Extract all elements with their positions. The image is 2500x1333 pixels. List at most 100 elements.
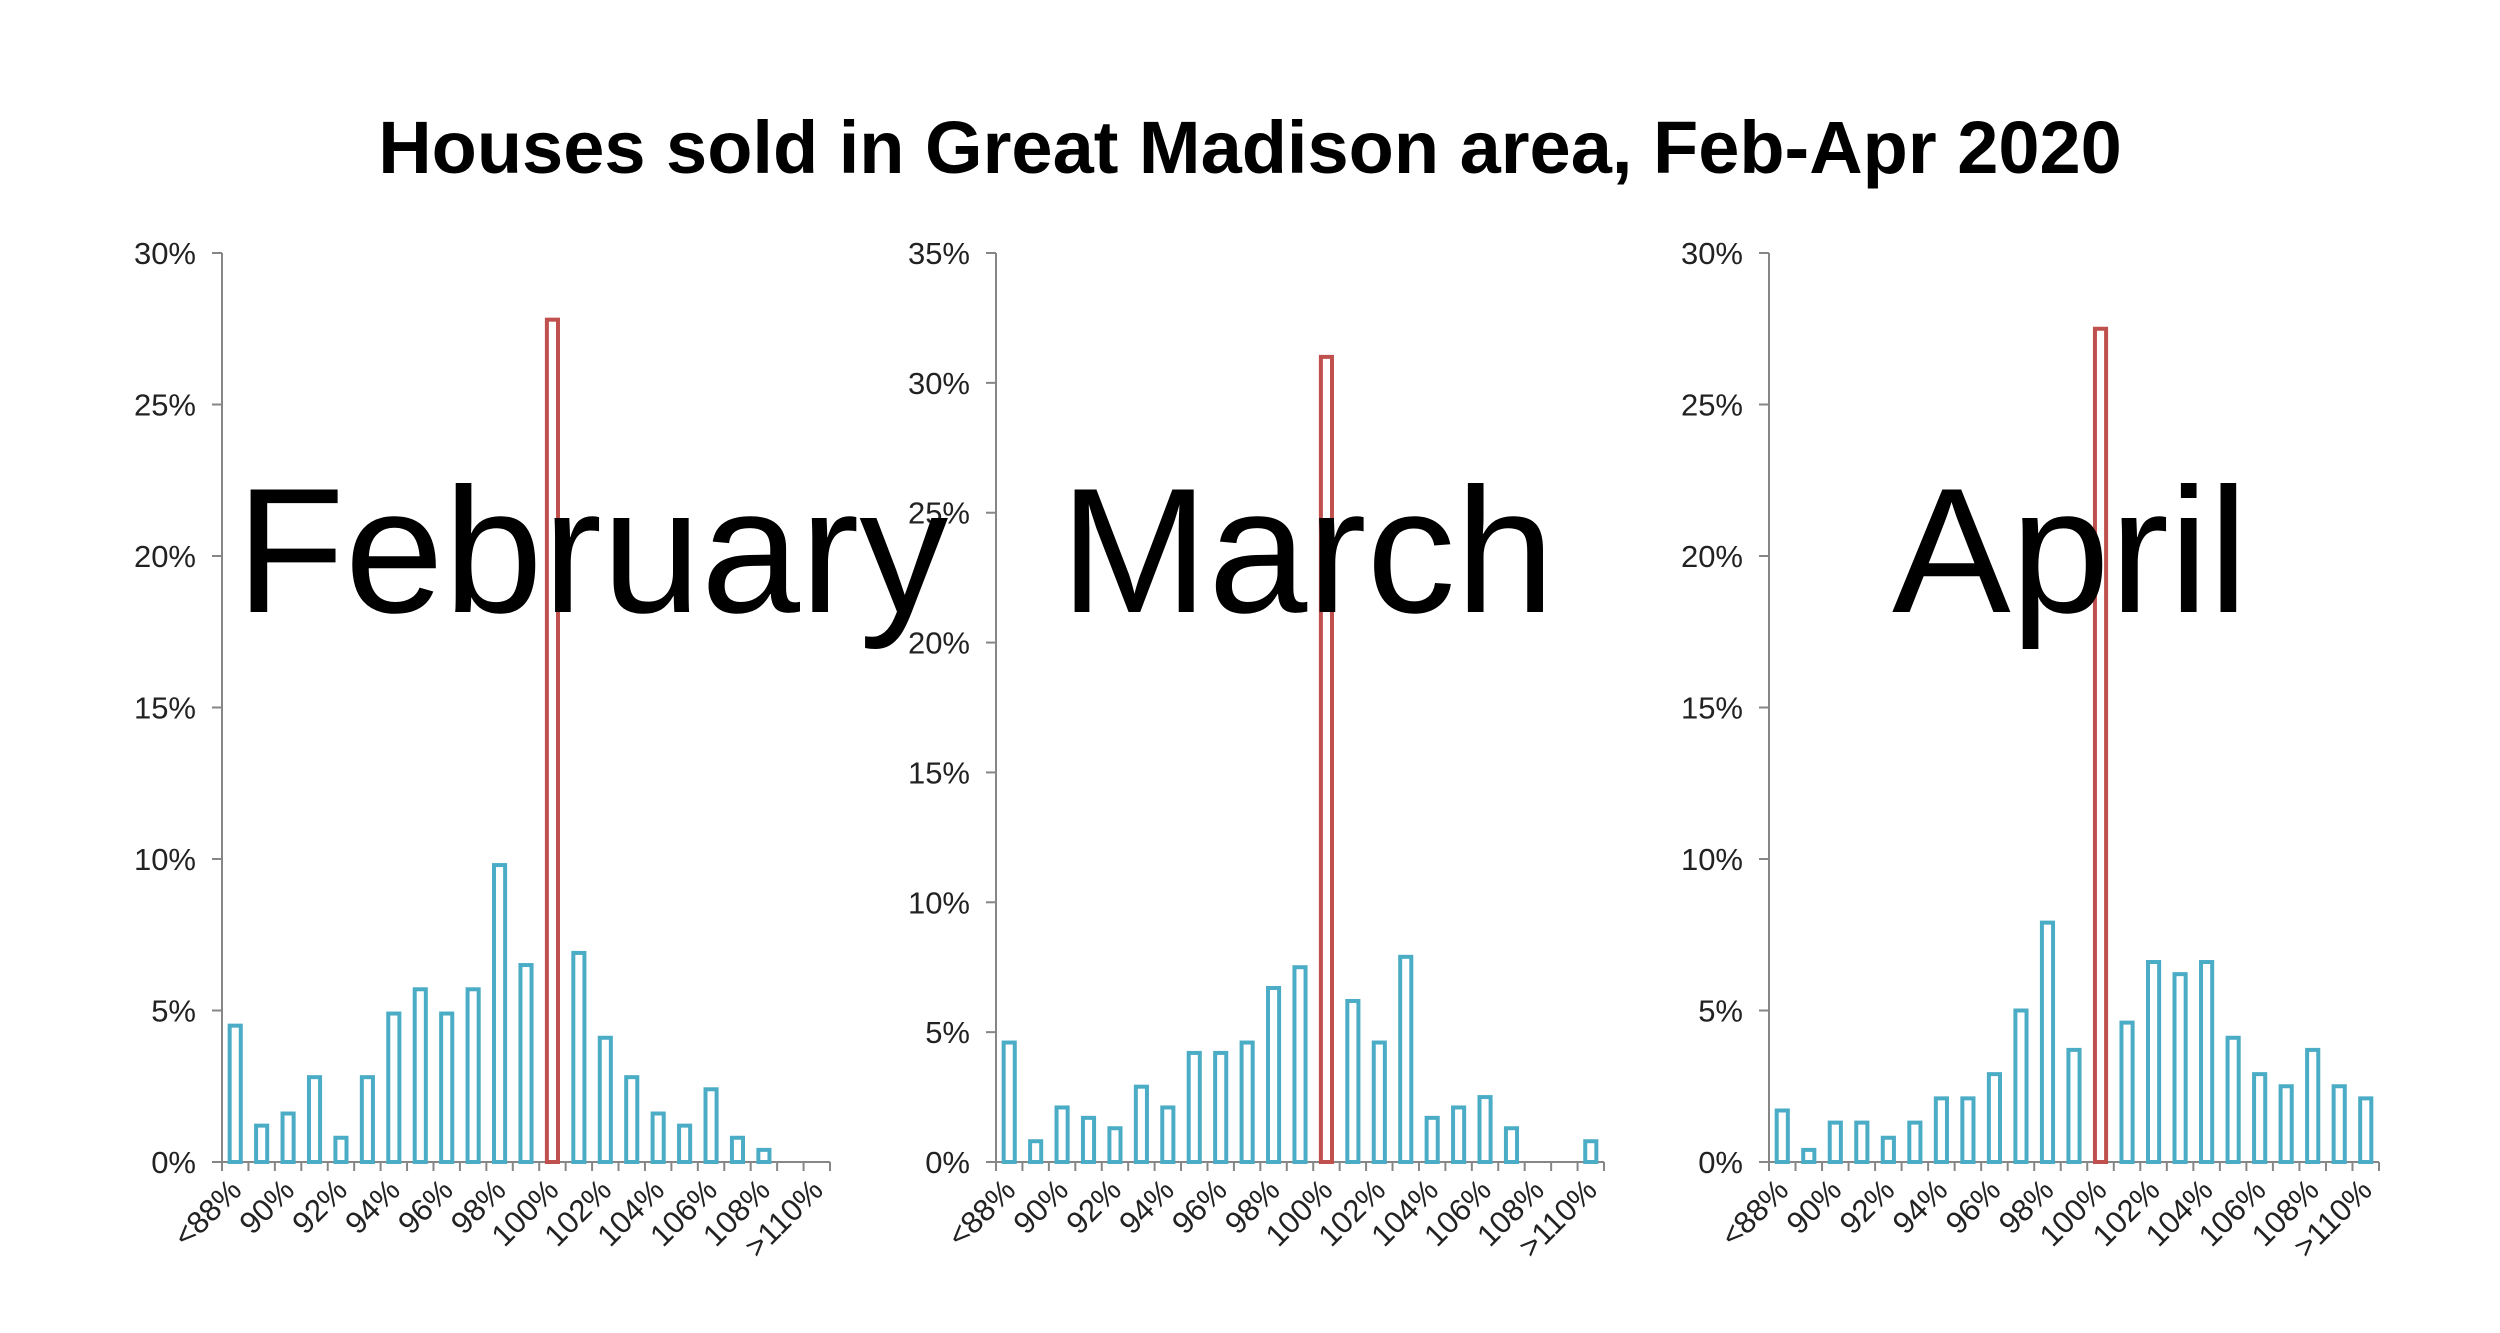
april-bar-101pct — [2119, 1020, 2135, 1164]
february-y-tick-label-10: 10% — [134, 842, 196, 877]
march-x-tick-label-90pct: 90% — [1006, 1172, 1075, 1241]
april-bar-89pct — [1801, 1147, 1817, 1165]
february-bar-97pct — [465, 987, 481, 1164]
march-x-tick-label-96pct: 96% — [1165, 1172, 1234, 1241]
april-x-tick-label-90pct: 90% — [1780, 1172, 1849, 1241]
february-y-tick-label-30: 30% — [134, 236, 196, 271]
march-bar-93pct — [1133, 1084, 1149, 1165]
april-bar-104pct — [2199, 960, 2215, 1165]
march-bar-90pct — [1054, 1105, 1070, 1164]
april-y-tick-label-25: 25% — [1681, 388, 1743, 423]
march-bar-96pct — [1213, 1050, 1229, 1165]
march-bar-95pct — [1186, 1050, 1202, 1165]
march-bar-100pct — [1318, 354, 1334, 1164]
april-bar-gt110pct — [2358, 1096, 2374, 1164]
february-bar-96pct — [439, 1011, 455, 1165]
april-y-tick-label-30: 30% — [1681, 236, 1743, 271]
april-x-tick-label-94pct: 94% — [1886, 1172, 1955, 1241]
april-bar-99pct — [2066, 1047, 2082, 1165]
april-bar-91pct — [1854, 1120, 1870, 1164]
april-x-tick-label-96pct: 96% — [1939, 1172, 2008, 1241]
march-bar-94pct — [1160, 1105, 1176, 1164]
april-y-tick-label-0: 0% — [1698, 1145, 1743, 1180]
february-bar-92pct — [333, 1135, 349, 1165]
april-bar-107pct — [2278, 1084, 2294, 1164]
april-bar-106pct — [2252, 1072, 2268, 1165]
february-bar-102pct — [597, 1035, 613, 1165]
february-y-tick-label-20: 20% — [134, 539, 196, 574]
panel-label-february: February — [236, 451, 949, 650]
march-bar-lt88pct — [1001, 1040, 1017, 1164]
february-bar-99pct — [518, 963, 534, 1164]
february-bar-91pct — [306, 1075, 323, 1165]
february-bar-108pct — [756, 1147, 772, 1165]
march-bar-102pct — [1371, 1040, 1387, 1164]
march-x-tick-label-92pct: 92% — [1059, 1172, 1128, 1241]
march-y-tick-label-0: 0% — [925, 1145, 970, 1180]
march-bar-89pct — [1028, 1139, 1044, 1165]
february-y-tick-label-5: 5% — [151, 994, 196, 1029]
march-bar-104pct — [1424, 1115, 1440, 1164]
march-bar-106pct — [1477, 1095, 1493, 1164]
february-x-tick-label-94pct: 94% — [338, 1172, 407, 1241]
april-y-tick-label-5: 5% — [1698, 994, 1743, 1029]
april-bar-105pct — [2225, 1035, 2241, 1165]
february-x-tick-label-92pct: 92% — [285, 1172, 354, 1241]
april-x-tick-label-92pct: 92% — [1833, 1172, 1902, 1241]
april-bar-103pct — [2172, 972, 2188, 1165]
march-bar-105pct — [1451, 1105, 1467, 1164]
february-bar-89pct — [254, 1123, 270, 1165]
march-bar-101pct — [1345, 998, 1361, 1165]
march-y-tick-label-15: 15% — [908, 755, 970, 790]
chart-title: Houses sold in Great Madison area, Feb-A… — [378, 106, 2122, 189]
march-bar-91pct — [1080, 1115, 1097, 1164]
february-bar-93pct — [359, 1075, 375, 1165]
april-bar-95pct — [1960, 1096, 1976, 1164]
april-y-tick-label-20: 20% — [1681, 539, 1743, 574]
march-bar-92pct — [1107, 1126, 1123, 1165]
april-bar-94pct — [1933, 1096, 1949, 1164]
march-bar-99pct — [1292, 965, 1308, 1165]
march-y-tick-label-5: 5% — [925, 1015, 970, 1050]
march-bar-gt110pct — [1583, 1139, 1599, 1165]
march-y-tick-label-20: 20% — [908, 626, 970, 661]
april-bar-93pct — [1907, 1120, 1923, 1164]
february-bar-95pct — [412, 987, 428, 1164]
february-x-tick-label-96pct: 96% — [391, 1172, 460, 1241]
february-x-tick-label-90pct: 90% — [232, 1172, 301, 1241]
february-bar-90pct — [280, 1111, 296, 1165]
march-y-tick-label-25: 25% — [908, 496, 970, 531]
april-bar-108pct — [2305, 1047, 2321, 1165]
march-y-tick-label-10: 10% — [908, 885, 970, 920]
march-bar-103pct — [1398, 954, 1414, 1165]
february-bar-104pct — [650, 1111, 666, 1165]
february-bar-94pct — [386, 1011, 402, 1165]
panel-label-april: April — [1892, 451, 2249, 650]
march-bar-107pct — [1503, 1126, 1520, 1165]
february-y-tick-label-0: 0% — [151, 1145, 196, 1180]
april-bar-92pct — [1880, 1135, 1896, 1165]
february-bar-103pct — [624, 1075, 640, 1165]
april-bar-109pct — [2331, 1084, 2347, 1164]
april-bar-90pct — [1827, 1120, 1843, 1164]
march-bar-98pct — [1266, 985, 1282, 1165]
april-bar-98pct — [2039, 920, 2056, 1164]
march-y-tick-label-30: 30% — [908, 366, 970, 401]
february-bar-105pct — [677, 1123, 693, 1165]
april-bar-96pct — [1986, 1072, 2003, 1165]
march-y-tick-label-35: 35% — [908, 236, 970, 271]
february-bar-107pct — [729, 1135, 746, 1165]
february-y-tick-label-15: 15% — [134, 691, 196, 726]
april-bar-lt88pct — [1774, 1108, 1790, 1164]
march-x-tick-label-94pct: 94% — [1112, 1172, 1181, 1241]
april-bar-97pct — [2013, 1008, 2029, 1164]
april-bar-100pct — [2092, 326, 2109, 1164]
panel-label-march: March — [1060, 451, 1555, 650]
march-bar-97pct — [1239, 1040, 1255, 1164]
february-bar-98pct — [492, 863, 508, 1164]
april-y-tick-label-10: 10% — [1681, 842, 1743, 877]
april-bar-102pct — [2145, 960, 2162, 1165]
february-bar-100pct — [544, 317, 560, 1165]
april-y-tick-label-15: 15% — [1681, 691, 1743, 726]
